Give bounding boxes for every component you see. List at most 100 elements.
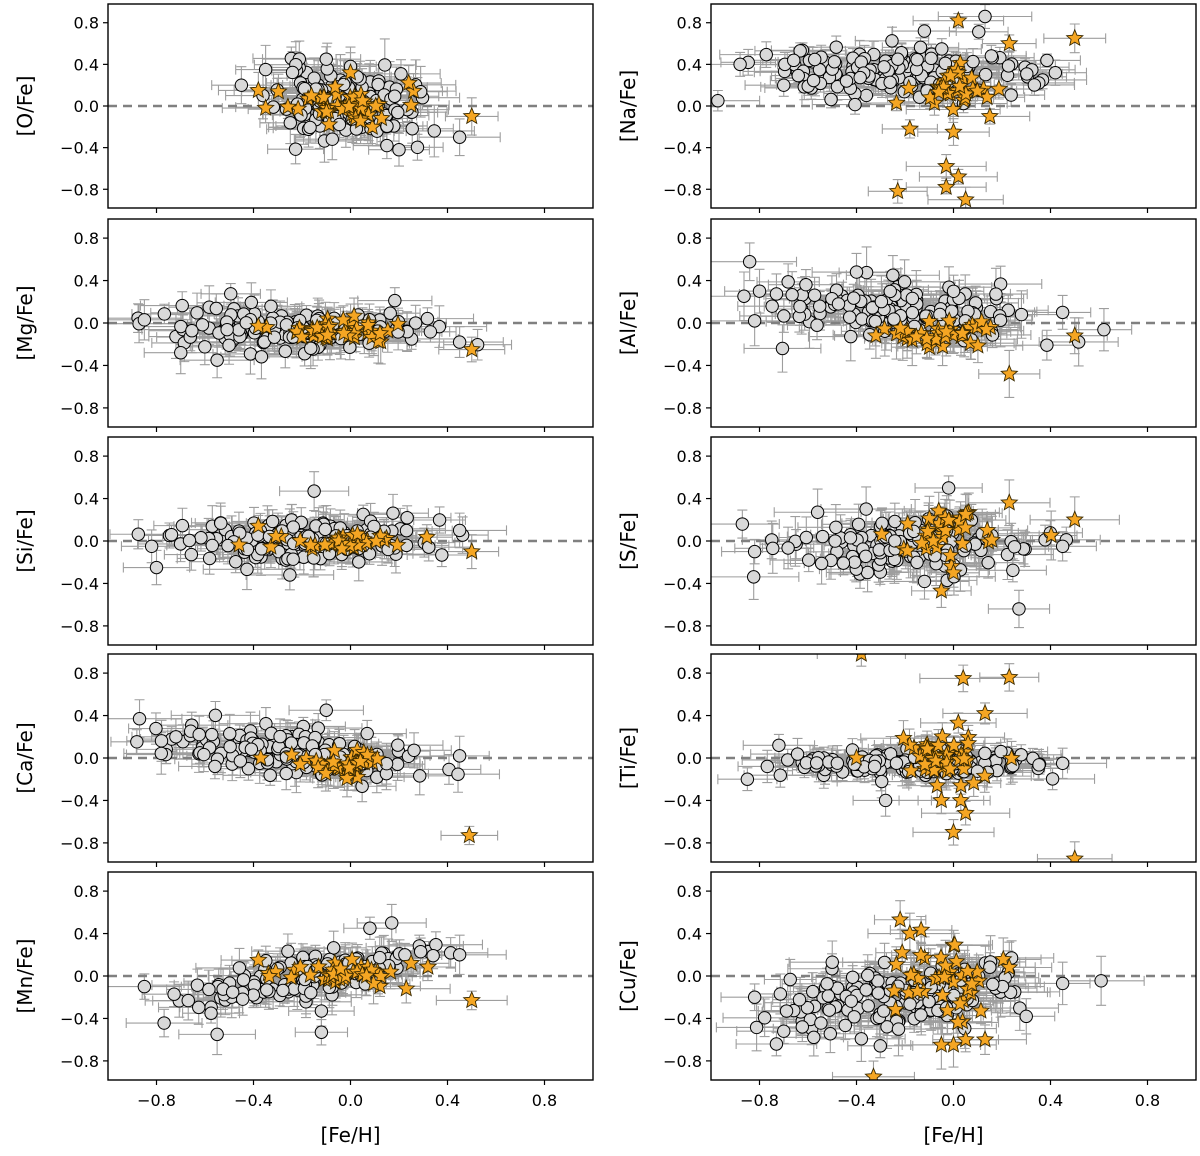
y-tick-label: 0.8 [677,447,702,466]
data-point [307,71,321,85]
star-point [1065,28,1084,47]
data-point [388,293,402,308]
star-point [372,108,391,127]
y-tick-label: 0.8 [74,447,99,466]
plot-area [108,699,593,846]
data-point [1040,338,1054,352]
data-point [1001,59,1016,73]
data-point [966,54,980,69]
y-tick-label: 0.0 [677,314,702,333]
y-tick-label: 0.4 [74,707,99,726]
y-axis-label: [Cu/Fe] [616,940,640,1012]
data-point [844,329,858,344]
star-point [964,773,983,791]
data-point [220,322,234,337]
star-point [918,521,937,540]
x-tick-label: −0.8 [740,1091,779,1110]
star-point [872,524,891,543]
data-point [785,288,799,302]
data-point [413,769,427,783]
star-point [936,520,955,539]
star-point [282,967,301,986]
star-point [924,531,943,549]
data-point [360,726,374,741]
data-point [1094,974,1108,988]
y-axis-label: [O/Fe] [13,76,37,137]
star-point [940,311,959,329]
star-point [462,990,481,1009]
panel-s-fe: −0.8 −0.4 0.0 0.4 0.8 [S/Fe] [616,436,1197,650]
data-point [806,984,820,999]
star-point [929,82,949,100]
star-point [950,994,970,1012]
star-point [855,654,868,662]
star-point [1000,493,1019,511]
plot-area [108,903,593,1056]
star-point [949,10,968,29]
data-point [283,568,297,582]
data-point [386,506,400,520]
y-tick-label: −0.4 [663,356,702,375]
data-point [993,313,1008,327]
data-point [190,306,204,320]
data-point [167,987,181,1001]
data-point [225,985,240,999]
data-point [304,341,318,355]
star-point [353,91,372,109]
series-highlighted-stars [249,949,481,1009]
y-tick-label: 0.8 [677,664,702,683]
data-point [793,44,807,58]
series-highlighted-stars [249,63,481,136]
data-point [260,983,274,997]
panel-ti-fe: −0.8 −0.4 0.0 0.4 0.8 [Ti/Fe] [616,653,1197,867]
data-point [264,299,278,314]
data-point [891,52,905,66]
plot-area [108,471,593,591]
data-point [871,986,886,1000]
data-point [241,761,256,776]
data-point [910,52,924,67]
data-point [821,989,836,1003]
data-point [777,309,791,323]
star-point [932,790,951,809]
data-point [769,1037,784,1051]
y-tick-label: −0.8 [663,399,702,418]
data-point [1019,1009,1033,1024]
star-point [462,106,481,125]
star-point [936,956,955,974]
data-point [314,1004,329,1018]
data-point [185,324,199,338]
data-point [391,105,405,120]
star-point [948,1012,968,1031]
data-point [273,729,287,744]
star-point [989,79,1009,97]
y-axis-label: [Na/Fe] [616,70,640,142]
star-point [282,745,301,763]
data-point [981,555,995,570]
y-tick-label: −0.4 [663,574,702,593]
y-tick-label: 0.4 [74,272,99,291]
data-point [394,67,408,81]
data-point [208,759,222,774]
data-point [888,514,902,529]
star-point [1000,33,1019,52]
star-point [932,1035,951,1053]
star-point [291,957,310,975]
y-tick-label: −0.8 [663,1052,702,1071]
star-point [401,953,421,972]
data-point [400,511,414,525]
y-tick-label: 0.0 [677,749,702,768]
y-tick-label: 0.4 [677,55,702,74]
y-axis-label: [Ti/Fe] [616,727,640,789]
y-tick-label: 0.0 [677,97,702,116]
data-point [427,124,441,138]
data-point [314,1025,329,1039]
data-point [1014,307,1029,322]
star-point [937,156,956,175]
star-point [1000,957,1019,976]
data-point [802,553,816,567]
data-point [209,301,224,316]
data-point [775,341,790,356]
y-tick-label: −0.4 [60,574,99,593]
data-point [889,756,904,770]
